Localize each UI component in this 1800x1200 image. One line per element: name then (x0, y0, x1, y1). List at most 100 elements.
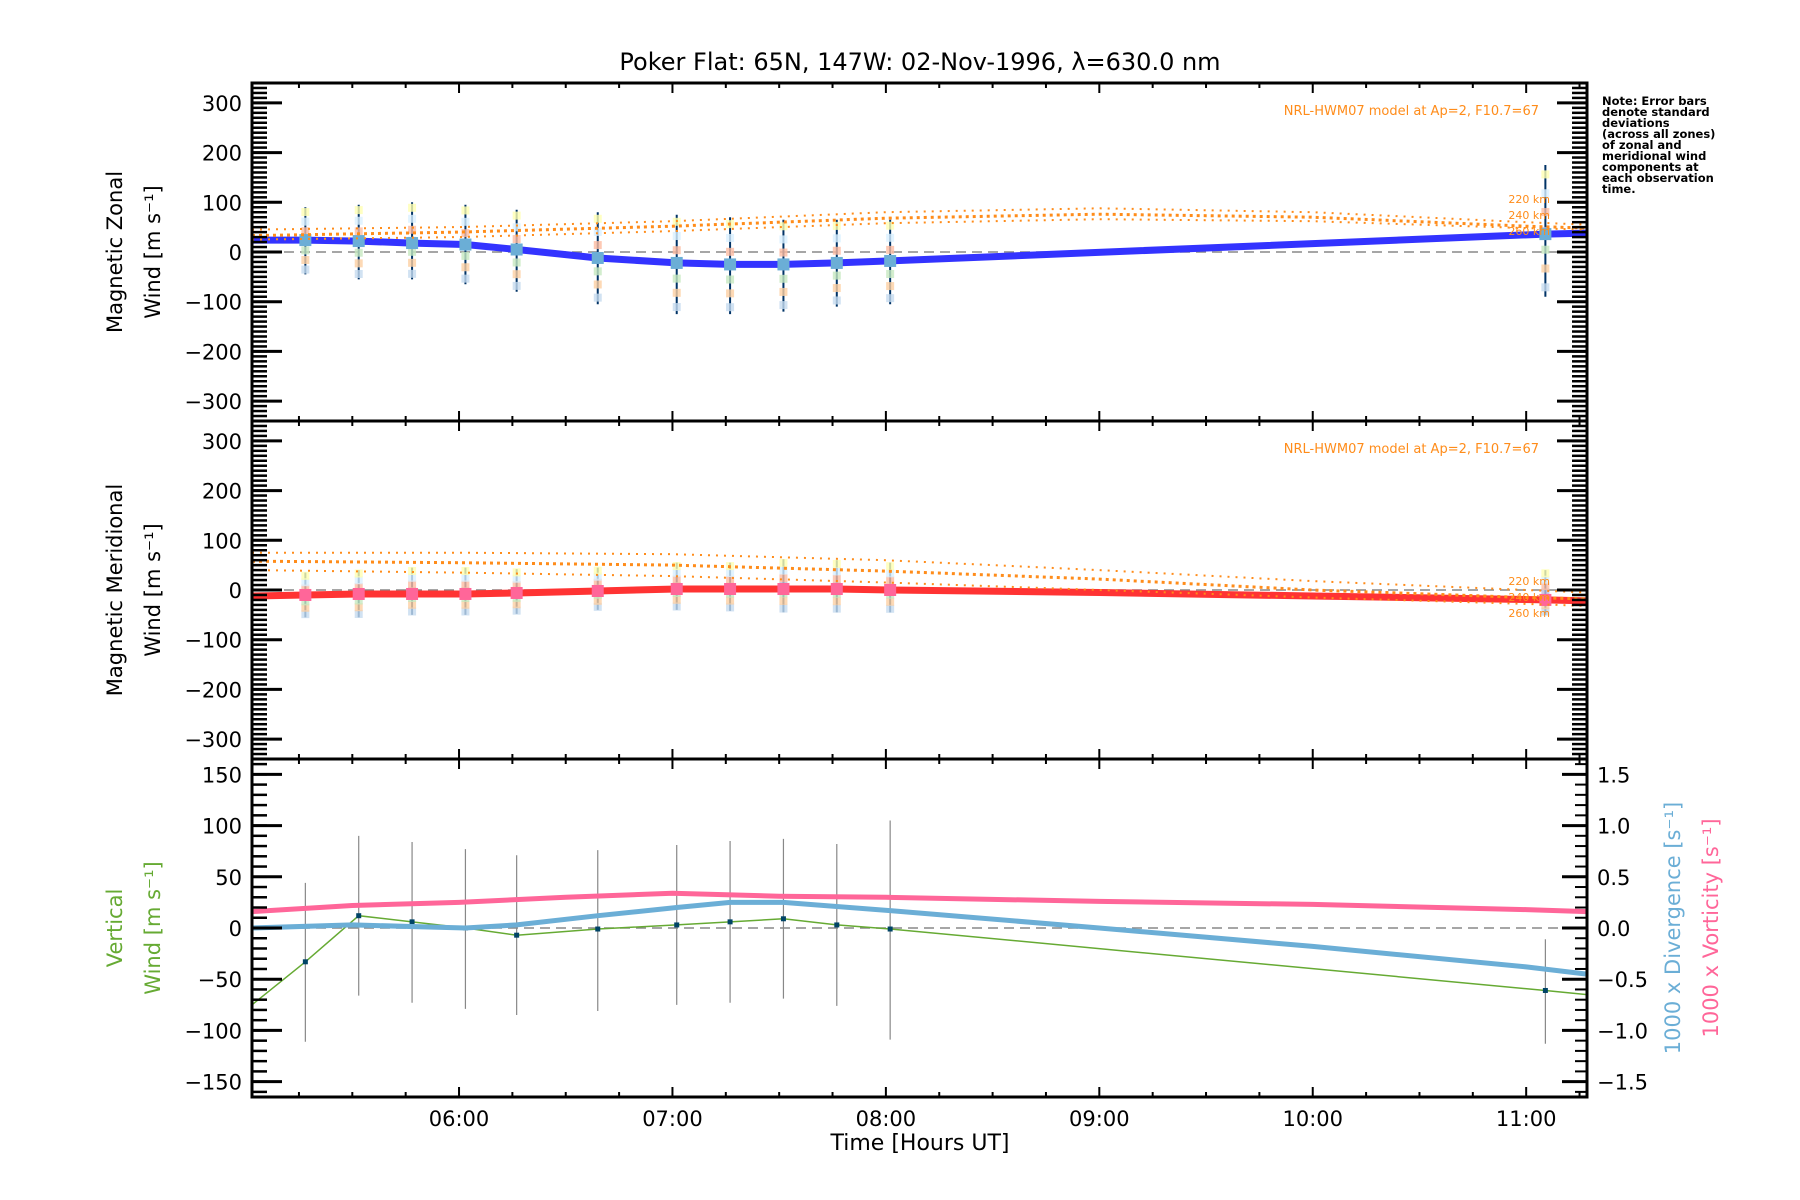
altitude-label: 240 km (1508, 209, 1550, 222)
data-point (510, 586, 523, 599)
zone-marker (512, 574, 521, 583)
note-line: deviations (1602, 116, 1670, 130)
y-axis-label-line2: Wind [m s⁻¹] (141, 861, 165, 994)
panel-meridional: NRL-HWM07 model at Ap=2, F10.7=67 220 km 2… (103, 419, 1589, 761)
zone-marker (886, 604, 895, 613)
y2-tick-label: −0.5 (1597, 968, 1648, 992)
zone-marker (1541, 189, 1550, 198)
data-point (595, 926, 601, 932)
data-point (884, 254, 897, 267)
zone-marker (779, 604, 788, 613)
y-tick-label: 300 (202, 92, 242, 116)
zone-marker (726, 596, 735, 605)
zone-marker (301, 603, 310, 612)
data-point (352, 235, 365, 248)
zone-marker (512, 581, 521, 590)
zone-marker (886, 569, 895, 578)
zone-marker (832, 604, 841, 613)
zone-marker (886, 221, 895, 230)
zone-marker (779, 574, 788, 583)
zone-marker (301, 584, 310, 593)
y-tick-label: 300 (202, 430, 242, 454)
y2-tick-label: 1.5 (1597, 763, 1630, 787)
zone-marker (593, 241, 602, 250)
zone-marker (301, 571, 310, 580)
zone-marker (461, 600, 470, 609)
zone-marker (461, 217, 470, 226)
zone-marker (672, 575, 681, 584)
zone-marker (886, 233, 895, 242)
data-point (830, 583, 843, 596)
zone-marker (832, 234, 841, 243)
zone-marker (832, 567, 841, 576)
zone-marker (1541, 575, 1550, 584)
zone-marker (886, 282, 895, 291)
zone-marker (301, 208, 310, 217)
data-point (299, 234, 312, 247)
zone-marker (779, 274, 788, 283)
data-point (302, 959, 308, 965)
y-tick-label: 50 (215, 866, 242, 890)
y-tick-label: −100 (184, 629, 242, 653)
zone-marker (832, 271, 841, 280)
series-line-hwm07-260-km (252, 218, 1587, 241)
y-tick-label: 0 (229, 241, 242, 265)
zone-marker (779, 235, 788, 244)
zone-marker (512, 281, 521, 290)
zone-marker (461, 580, 470, 589)
data-point (459, 587, 472, 600)
zone-marker (886, 597, 895, 606)
zone-marker (593, 602, 602, 611)
zone-marker (593, 596, 602, 605)
zone-marker (461, 573, 470, 582)
zone-marker (301, 217, 310, 226)
zone-marker (672, 602, 681, 611)
data-point (352, 587, 365, 600)
note-line: meridional wind (1602, 149, 1707, 163)
zone-marker (832, 296, 841, 305)
x-tick-label: 10:00 (1282, 1107, 1343, 1131)
data-point (777, 583, 790, 596)
zone-marker (1541, 208, 1550, 217)
altitude-label: 260 km (1508, 225, 1550, 238)
data-point (1542, 987, 1548, 993)
zone-marker (461, 229, 470, 238)
data-point (670, 256, 683, 269)
x-tick-label: 07:00 (642, 1107, 703, 1131)
series-line-hwm07-240-km (252, 212, 1587, 238)
zone-marker (301, 597, 310, 606)
data-point (409, 919, 415, 925)
data-point (299, 588, 312, 601)
zone-marker (354, 270, 363, 279)
zone-marker (512, 235, 521, 244)
y-tick-label: 150 (202, 763, 242, 787)
zone-marker (354, 596, 363, 605)
zone-marker (408, 258, 417, 267)
zone-marker (672, 246, 681, 255)
zone-marker (779, 566, 788, 575)
data-point (670, 583, 683, 596)
y-tick-label: −100 (184, 1019, 242, 1043)
plot-area-meridional (252, 551, 1587, 619)
zone-marker (672, 232, 681, 241)
zone-marker (779, 301, 788, 310)
zone-marker (672, 288, 681, 297)
y-tick-label: −200 (184, 340, 242, 364)
zone-marker (832, 284, 841, 293)
zone-marker (512, 600, 521, 609)
data-point (510, 243, 523, 256)
x-tick-label: 11:00 (1496, 1107, 1557, 1131)
zone-marker (593, 214, 602, 223)
y2-tick-label: −1.0 (1597, 1019, 1648, 1043)
x-axis-label: Time [Hours UT] (830, 1131, 1010, 1156)
zone-marker (408, 607, 417, 616)
error-bar-note: Note: Error bars denote standard deviation… (1602, 95, 1792, 195)
zone-marker (726, 603, 735, 612)
zone-marker (832, 574, 841, 583)
note-line: of zonal and (1602, 138, 1682, 152)
zone-marker (593, 267, 602, 276)
y-axis-label-line2: Wind [m s⁻¹] (141, 523, 165, 656)
zone-marker (593, 293, 602, 302)
y2-tick-label: 1.0 (1597, 815, 1630, 839)
